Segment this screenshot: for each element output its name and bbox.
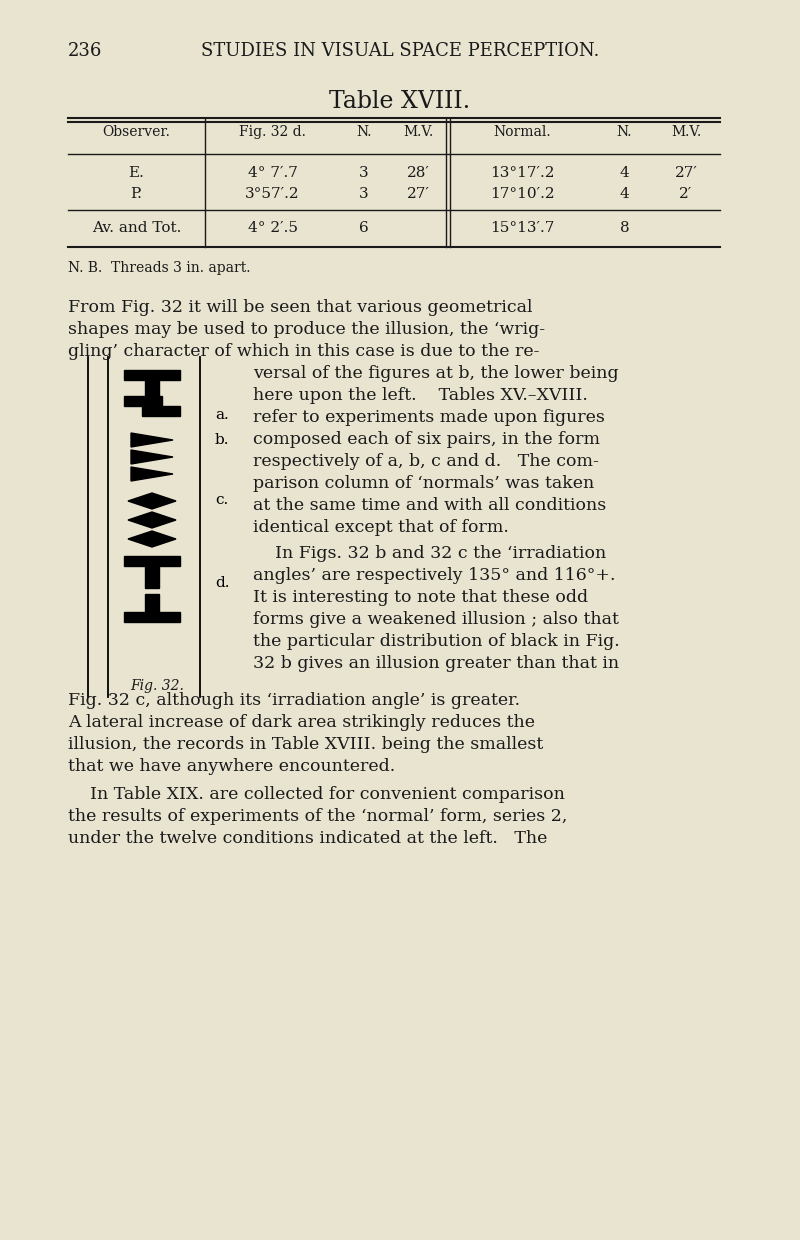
Text: shapes may be used to produce the illusion, the ‘wrig-: shapes may be used to produce the illusi… [68, 321, 545, 339]
Polygon shape [131, 450, 173, 464]
Text: STUDIES IN VISUAL SPACE PERCEPTION.: STUDIES IN VISUAL SPACE PERCEPTION. [201, 42, 599, 60]
Text: the results of experiments of the ‘normal’ form, series 2,: the results of experiments of the ‘norma… [68, 808, 567, 825]
Text: composed each of six pairs, in the form: composed each of six pairs, in the form [253, 432, 600, 448]
Polygon shape [128, 494, 176, 508]
Text: N. B.  Threads 3 in. apart.: N. B. Threads 3 in. apart. [68, 260, 250, 275]
Text: 8: 8 [620, 221, 630, 236]
Text: 4° 7′.7: 4° 7′.7 [247, 166, 298, 180]
Text: Normal.: Normal. [494, 125, 551, 139]
Text: forms give a weakened illusion ; also that: forms give a weakened illusion ; also th… [253, 611, 619, 627]
Text: 27′: 27′ [406, 187, 430, 201]
Text: 2′: 2′ [679, 187, 693, 201]
Text: gling’ character of which in this case is due to the re-: gling’ character of which in this case i… [68, 343, 539, 360]
Polygon shape [131, 467, 173, 481]
Text: respectively of a, b, c and d.   The com-: respectively of a, b, c and d. The com- [253, 453, 599, 470]
Text: c.: c. [215, 494, 228, 507]
Text: the particular distribution of black in Fig.: the particular distribution of black in … [253, 632, 620, 650]
Text: here upon the left.    Tables XV.–XVIII.: here upon the left. Tables XV.–XVIII. [253, 387, 588, 404]
Text: M.V.: M.V. [403, 125, 433, 139]
Text: 13°17′.2: 13°17′.2 [490, 166, 554, 180]
Text: Table XVIII.: Table XVIII. [330, 91, 470, 113]
Bar [142, 405, 180, 415]
Text: 17°10′.2: 17°10′.2 [490, 187, 555, 201]
Bar [124, 396, 162, 405]
Text: Fig. 32 c, although its ‘irradiation angle’ is greater.: Fig. 32 c, although its ‘irradiation ang… [68, 692, 520, 709]
Text: versal of the figures at b, the lower being: versal of the figures at b, the lower be… [253, 365, 618, 382]
Text: 15°13′.7: 15°13′.7 [490, 221, 554, 236]
Bar [145, 594, 159, 614]
Text: 4° 2′.5: 4° 2′.5 [247, 221, 298, 236]
Bar [145, 379, 159, 396]
Text: 3: 3 [359, 187, 369, 201]
Text: at the same time and with all conditions: at the same time and with all conditions [253, 497, 606, 515]
Text: b.: b. [215, 433, 230, 446]
Text: 4: 4 [620, 166, 630, 180]
Text: angles’ are respectively 135° and 116°+.: angles’ are respectively 135° and 116°+. [253, 567, 615, 584]
Bar [124, 370, 180, 379]
Text: In Table XIX. are collected for convenient comparison: In Table XIX. are collected for convenie… [68, 786, 565, 804]
Text: that we have anywhere encountered.: that we have anywhere encountered. [68, 758, 395, 775]
Text: In Figs. 32 b and 32 c the ‘irradiation: In Figs. 32 b and 32 c the ‘irradiation [253, 546, 606, 562]
Text: A lateral increase of dark area strikingly reduces the: A lateral increase of dark area striking… [68, 714, 535, 732]
Polygon shape [131, 433, 173, 446]
Text: Observer.: Observer. [102, 125, 170, 139]
Text: Fig. 32 d.: Fig. 32 d. [239, 125, 306, 139]
Text: illusion, the records in Table XVIII. being the smallest: illusion, the records in Table XVIII. be… [68, 737, 543, 753]
Text: It is interesting to note that these odd: It is interesting to note that these odd [253, 589, 588, 606]
Text: 32 b gives an illusion greater than that in: 32 b gives an illusion greater than that… [253, 655, 619, 672]
Text: 4: 4 [620, 187, 630, 201]
Text: 6: 6 [359, 221, 369, 236]
Text: refer to experiments made upon figures: refer to experiments made upon figures [253, 409, 605, 427]
Text: M.V.: M.V. [671, 125, 701, 139]
Bar [124, 556, 180, 565]
Text: P.: P. [130, 187, 142, 201]
Text: 3: 3 [359, 166, 369, 180]
Text: 28′: 28′ [406, 166, 430, 180]
Text: identical except that of form.: identical except that of form. [253, 520, 509, 536]
Text: 236: 236 [68, 42, 102, 60]
Text: Fig. 32.: Fig. 32. [130, 680, 184, 693]
Text: Av. and Tot.: Av. and Tot. [92, 221, 181, 236]
Bar [145, 565, 159, 588]
Text: E.: E. [129, 166, 145, 180]
Text: d.: d. [215, 577, 230, 590]
Polygon shape [128, 512, 176, 528]
Text: 27′: 27′ [674, 166, 698, 180]
Text: N.: N. [617, 125, 632, 139]
Polygon shape [128, 531, 176, 547]
Text: From Fig. 32 it will be seen that various geometrical: From Fig. 32 it will be seen that variou… [68, 299, 533, 316]
Text: parison column of ‘normals’ was taken: parison column of ‘normals’ was taken [253, 475, 594, 492]
Text: 3°57′.2: 3°57′.2 [245, 187, 300, 201]
Bar [124, 613, 180, 622]
Text: under the twelve conditions indicated at the left.   The: under the twelve conditions indicated at… [68, 830, 547, 847]
Text: N.: N. [356, 125, 372, 139]
Text: a.: a. [215, 408, 229, 422]
